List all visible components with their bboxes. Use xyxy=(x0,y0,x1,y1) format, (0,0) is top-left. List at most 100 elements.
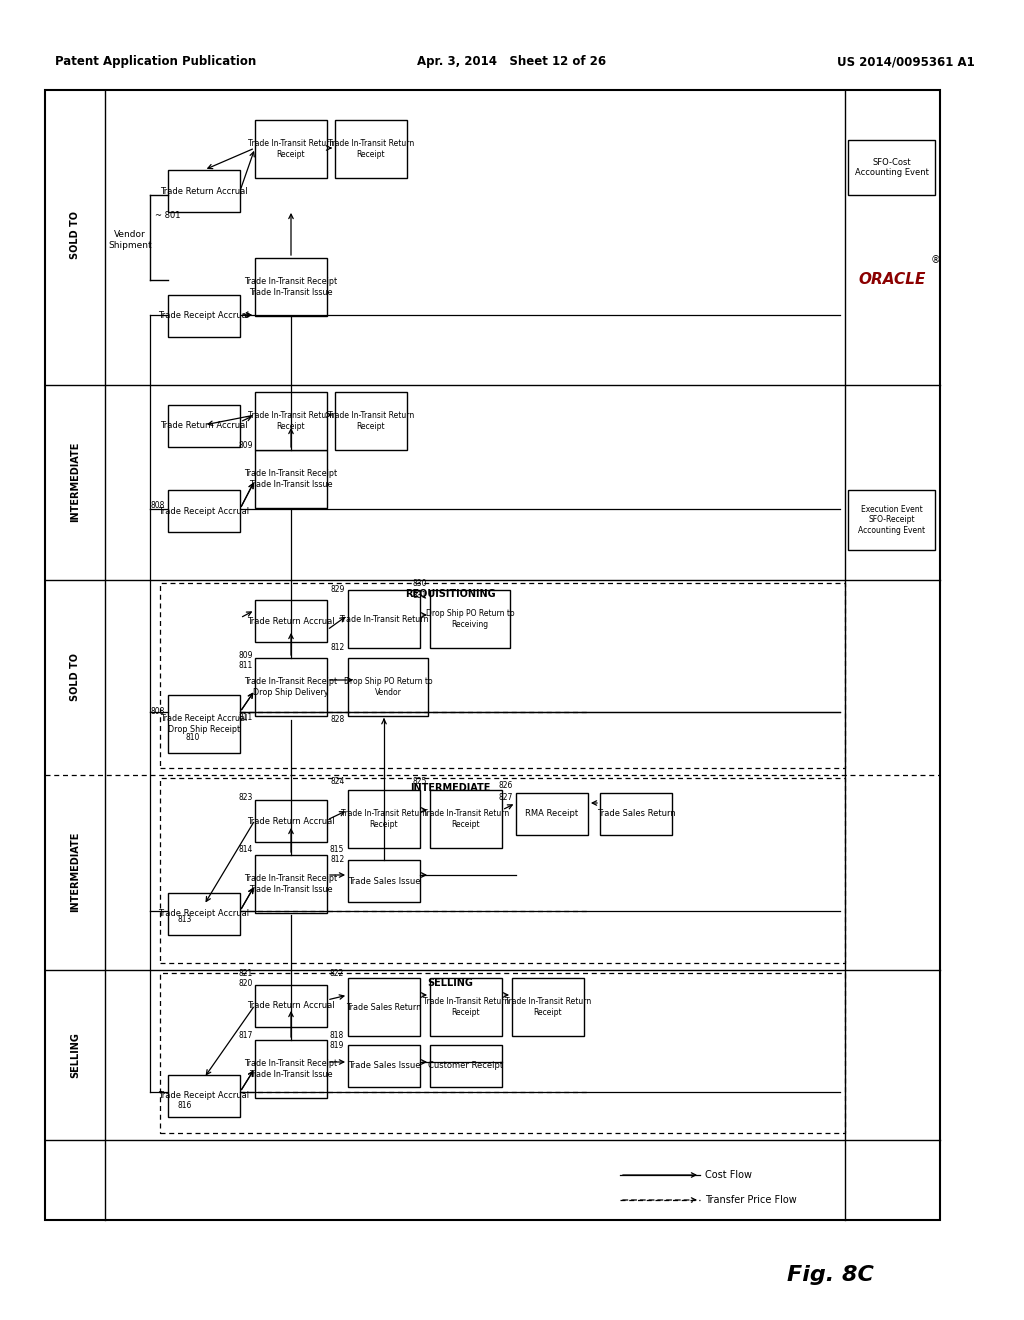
Text: Trade Receipt Accrual: Trade Receipt Accrual xyxy=(159,507,250,516)
Text: Trade Receipt Accrual: Trade Receipt Accrual xyxy=(159,312,250,321)
Text: 810: 810 xyxy=(185,734,200,742)
Text: Trade In-Transit Return
Receipt: Trade In-Transit Return Receipt xyxy=(341,809,427,829)
Text: Trade In-Transit Return
Receipt: Trade In-Transit Return Receipt xyxy=(328,140,414,158)
Text: Drop Ship PO Return to
Receiving: Drop Ship PO Return to Receiving xyxy=(426,610,514,628)
Bar xyxy=(160,973,845,1133)
Text: INTERMEDIATE: INTERMEDIATE xyxy=(410,783,490,793)
Text: SELLING: SELLING xyxy=(70,1032,80,1078)
Text: INTERMEDIATE: INTERMEDIATE xyxy=(70,832,80,912)
Text: Trade In-Transit Receipt
Trade In-Transit Issue: Trade In-Transit Receipt Trade In-Transi… xyxy=(245,277,338,297)
Text: Trade In-Transit Receipt
Trade In-Transit Issue: Trade In-Transit Receipt Trade In-Transi… xyxy=(245,874,338,894)
Text: 817: 817 xyxy=(239,1031,253,1040)
Text: SOLD TO: SOLD TO xyxy=(70,211,80,259)
Bar xyxy=(255,120,327,178)
Text: 818: 818 xyxy=(330,1031,344,1040)
Text: 821: 821 xyxy=(239,969,253,978)
Text: Trade In-Transit Return
Receipt: Trade In-Transit Return Receipt xyxy=(248,140,334,158)
Text: 819: 819 xyxy=(330,1040,344,1049)
Text: Trade In-Transit Receipt
Drop Ship Delivery: Trade In-Transit Receipt Drop Ship Deliv… xyxy=(245,677,338,697)
Text: Trade Receipt Accrual: Trade Receipt Accrual xyxy=(159,1092,250,1101)
Text: Cost Flow: Cost Flow xyxy=(705,1170,752,1180)
Bar xyxy=(348,657,428,715)
Bar xyxy=(430,789,502,847)
Bar xyxy=(168,490,240,532)
Bar xyxy=(512,978,584,1036)
Bar xyxy=(255,985,327,1027)
Bar xyxy=(255,1040,327,1098)
Text: 815: 815 xyxy=(330,846,344,854)
Text: 827: 827 xyxy=(499,792,513,801)
Bar xyxy=(255,800,327,842)
Text: Trade Sales Return: Trade Sales Return xyxy=(597,809,676,818)
Bar xyxy=(335,120,407,178)
Text: Customer Receipt: Customer Receipt xyxy=(428,1061,504,1071)
Bar xyxy=(255,855,327,913)
Text: Trade Sales Return: Trade Sales Return xyxy=(346,1002,422,1011)
Text: Patent Application Publication: Patent Application Publication xyxy=(55,55,256,69)
Bar xyxy=(255,257,327,315)
Text: Trade Return Accrual: Trade Return Accrual xyxy=(160,421,248,430)
Bar xyxy=(348,978,420,1036)
Bar xyxy=(255,601,327,642)
Bar xyxy=(600,793,672,836)
Text: Trade In-Transit Return
Receipt: Trade In-Transit Return Receipt xyxy=(423,809,509,829)
Text: 811: 811 xyxy=(239,714,253,722)
Text: 816: 816 xyxy=(178,1101,193,1110)
Text: INTERMEDIATE: INTERMEDIATE xyxy=(70,442,80,523)
Text: SFO-Cost
Accounting Event: SFO-Cost Accounting Event xyxy=(855,158,929,177)
Bar xyxy=(430,978,502,1036)
Text: Trade In-Transit Return
Receipt: Trade In-Transit Return Receipt xyxy=(328,412,414,430)
Bar xyxy=(168,1074,240,1117)
Text: Trade In-Transit Return
Receipt: Trade In-Transit Return Receipt xyxy=(505,998,591,1016)
Text: 812: 812 xyxy=(331,855,345,865)
Text: 830: 830 xyxy=(413,578,427,587)
Text: ~ 801: ~ 801 xyxy=(155,210,180,219)
Bar xyxy=(348,590,420,648)
Text: Drop Ship PO Return to
Vendor: Drop Ship PO Return to Vendor xyxy=(344,677,432,697)
Text: Fig. 8C: Fig. 8C xyxy=(786,1265,873,1284)
Text: 811: 811 xyxy=(239,660,253,669)
Text: 823: 823 xyxy=(239,793,253,803)
Text: Trade In-Transit Receipt
Trade In-Transit Issue: Trade In-Transit Receipt Trade In-Transi… xyxy=(245,470,338,488)
Text: 808: 808 xyxy=(151,708,165,717)
Text: ®: ® xyxy=(930,255,940,265)
Text: REQUISITIONING: REQUISITIONING xyxy=(404,587,496,598)
Text: SOLD TO: SOLD TO xyxy=(70,653,80,701)
Text: 828: 828 xyxy=(331,715,345,725)
Text: Trade Return Accrual: Trade Return Accrual xyxy=(247,817,335,825)
Bar xyxy=(348,789,420,847)
Text: Trade In-Transit Return: Trade In-Transit Return xyxy=(339,615,429,623)
Bar xyxy=(168,696,240,752)
Text: Trade In-Transit Receipt
Trade In-Transit Issue: Trade In-Transit Receipt Trade In-Transi… xyxy=(245,1059,338,1078)
Bar xyxy=(430,1045,502,1086)
Text: Trade Sales Issue: Trade Sales Issue xyxy=(348,1061,420,1071)
Text: RMA Receipt: RMA Receipt xyxy=(525,809,579,818)
Bar xyxy=(335,392,407,450)
Text: Trade Return Accrual: Trade Return Accrual xyxy=(247,616,335,626)
Text: Apr. 3, 2014   Sheet 12 of 26: Apr. 3, 2014 Sheet 12 of 26 xyxy=(418,55,606,69)
Bar xyxy=(160,583,845,768)
Bar xyxy=(348,1045,420,1086)
Text: 812: 812 xyxy=(331,644,345,652)
Text: Vendor
Shipment: Vendor Shipment xyxy=(108,230,152,249)
Text: SELLING: SELLING xyxy=(427,978,473,987)
Bar xyxy=(255,450,327,508)
Text: 831: 831 xyxy=(413,590,427,599)
Text: 822: 822 xyxy=(330,969,344,978)
Text: 820: 820 xyxy=(239,978,253,987)
Bar xyxy=(255,392,327,450)
Bar xyxy=(45,90,940,1220)
Text: Trade Receipt Accrual: Trade Receipt Accrual xyxy=(159,909,250,919)
Text: Trade In-Transit Return
Receipt: Trade In-Transit Return Receipt xyxy=(423,998,509,1016)
Bar xyxy=(160,777,845,964)
Text: Trade Receipt Accrual
Drop Ship Receipt: Trade Receipt Accrual Drop Ship Receipt xyxy=(161,714,248,734)
Text: Trade Return Accrual: Trade Return Accrual xyxy=(160,186,248,195)
Text: ORACLE: ORACLE xyxy=(858,272,926,288)
Text: US 2014/0095361 A1: US 2014/0095361 A1 xyxy=(838,55,975,69)
Text: Trade Sales Issue: Trade Sales Issue xyxy=(348,876,420,886)
Bar xyxy=(168,405,240,447)
Text: 814: 814 xyxy=(239,846,253,854)
Bar xyxy=(255,657,327,715)
Text: 808: 808 xyxy=(151,500,165,510)
Bar xyxy=(848,490,935,550)
